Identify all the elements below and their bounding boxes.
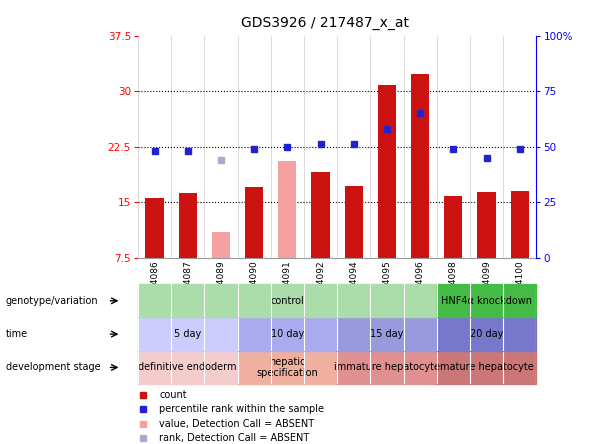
Text: percentile rank within the sample: percentile rank within the sample (159, 404, 324, 414)
Bar (145, 198, 164, 258)
Text: HNF4α knockdown: HNF4α knockdown (441, 296, 532, 306)
Bar (278, 161, 297, 258)
Text: immature hepatocyte: immature hepatocyte (334, 362, 440, 373)
Bar (478, 192, 496, 258)
Text: value, Detection Call = ABSENT: value, Detection Call = ABSENT (159, 419, 314, 429)
Bar (238, 317, 337, 351)
Text: GDS3926 / 217487_x_at: GDS3926 / 217487_x_at (241, 16, 409, 30)
Bar (511, 191, 529, 258)
Bar (311, 172, 330, 258)
Bar (444, 196, 462, 258)
Text: genotype/variation: genotype/variation (6, 296, 98, 306)
Text: development stage: development stage (6, 362, 100, 373)
Bar (337, 351, 436, 384)
Bar (436, 317, 536, 351)
Bar (411, 74, 429, 258)
Bar (138, 351, 238, 384)
Text: definitive endoderm: definitive endoderm (139, 362, 237, 373)
Text: hepatic
specification: hepatic specification (256, 357, 318, 378)
Text: 15 day: 15 day (370, 329, 403, 339)
Text: count: count (159, 390, 187, 400)
Bar (245, 187, 263, 258)
Bar (436, 351, 536, 384)
Bar (436, 284, 536, 317)
Text: time: time (6, 329, 28, 339)
Text: 20 day: 20 day (470, 329, 503, 339)
Bar (238, 351, 337, 384)
Bar (337, 317, 436, 351)
Bar (178, 193, 197, 258)
Text: mature hepatocyte: mature hepatocyte (440, 362, 533, 373)
Bar (138, 284, 436, 317)
Bar (138, 317, 238, 351)
Bar (345, 186, 363, 258)
Text: 10 day: 10 day (271, 329, 304, 339)
Bar (212, 232, 230, 258)
Text: control: control (270, 296, 304, 306)
Bar (378, 85, 396, 258)
Text: rank, Detection Call = ABSENT: rank, Detection Call = ABSENT (159, 433, 310, 443)
Text: 5 day: 5 day (174, 329, 201, 339)
